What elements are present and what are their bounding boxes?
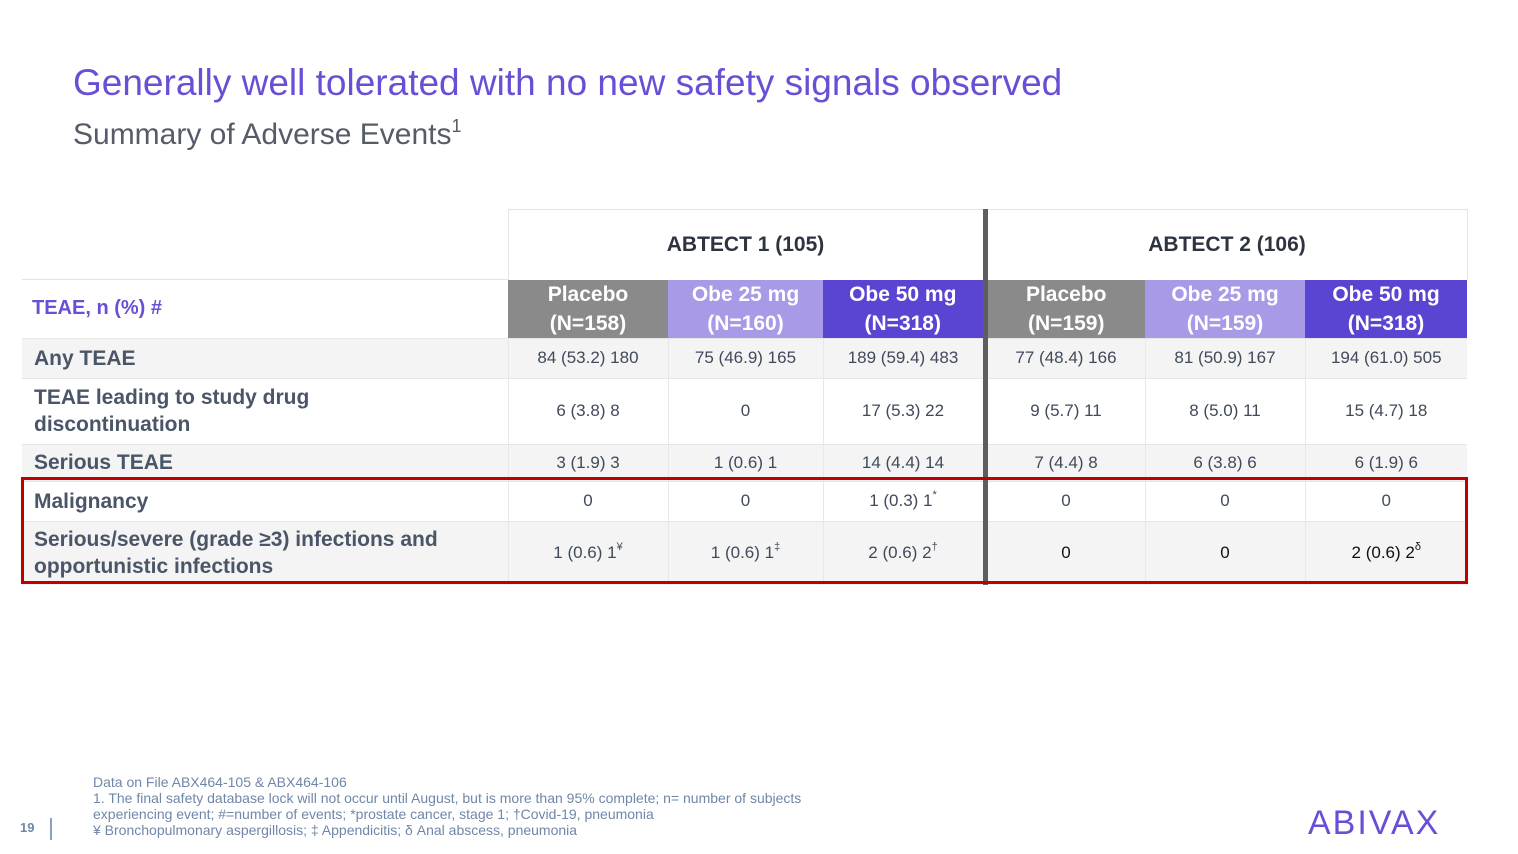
table-cell: 194 (61.0) 505 bbox=[1304, 337, 1467, 378]
row-label: Serious TEAE bbox=[22, 443, 508, 481]
row-label: TEAE leading to study drug discontinuati… bbox=[22, 377, 508, 444]
footnote-line: experiencing event; #=number of events; … bbox=[93, 806, 654, 822]
row-label: Serious/severe (grade ≥3) infections and… bbox=[22, 520, 508, 585]
table-cell: 189 (59.4) 483 bbox=[822, 337, 988, 378]
table-cell: 2 (0.6) 2† bbox=[822, 520, 988, 585]
table-cell: 0 bbox=[1144, 520, 1305, 585]
page-number: 19 bbox=[20, 820, 35, 835]
table-cell: 6 (1.9) 6 bbox=[1304, 443, 1467, 481]
subtitle-footnote-ref: 1 bbox=[451, 116, 462, 136]
abivax-logo: ABIVAX bbox=[1308, 804, 1441, 842]
table-row: Serious/severe (grade ≥3) infections and… bbox=[22, 520, 1467, 585]
table-cell: 15 (4.7) 18 bbox=[1304, 377, 1467, 444]
study-abtect-1: ABTECT 1 (105) bbox=[507, 209, 988, 280]
footnotes: Data on File ABX464-105 & ABX464-106 1. … bbox=[93, 774, 801, 838]
arm-header: Placebo (N=159) bbox=[985, 279, 1145, 338]
study-abtect-2: ABTECT 2 (106) bbox=[985, 209, 1468, 280]
table-cell: 3 (1.9) 3 bbox=[507, 443, 668, 481]
study-header-row: ABTECT 1 (105) ABTECT 2 (106) bbox=[22, 209, 1468, 280]
footnote-line: Data on File ABX464-105 & ABX464-106 bbox=[93, 774, 347, 790]
table-cell: 0 bbox=[667, 480, 823, 521]
table-cell: 2 (0.6) 2δ bbox=[1304, 520, 1467, 585]
row-label: Any TEAE bbox=[22, 337, 508, 378]
table-cell: 0 bbox=[984, 520, 1145, 585]
arm-header: Obe 50 mg (N=318) bbox=[1305, 279, 1467, 338]
table-cell: 1 (0.3) 1* bbox=[822, 480, 988, 521]
arm-header: Obe 50 mg (N=318) bbox=[823, 279, 988, 338]
table-row: Any TEAE 84 (53.2) 180 75 (46.9) 165 189… bbox=[22, 337, 1467, 378]
arm-header: Obe 25 mg (N=160) bbox=[668, 279, 823, 338]
table-cell: 14 (4.4) 14 bbox=[822, 443, 988, 481]
arm-header: Obe 25 mg (N=159) bbox=[1145, 279, 1305, 338]
table-cell: 84 (53.2) 180 bbox=[507, 337, 668, 378]
table-cell: 0 bbox=[1304, 480, 1467, 521]
study-header-blank bbox=[22, 209, 508, 280]
arm-header-row: TEAE, n (%) # Placebo (N=158) Obe 25 mg (N… bbox=[22, 279, 1467, 338]
adverse-events-table: ABTECT 1 (105) ABTECT 2 (106) TEAE, n (%… bbox=[22, 209, 1468, 585]
row-label: Malignancy bbox=[22, 480, 508, 521]
page-subtitle: Summary of Adverse Events1 bbox=[73, 116, 462, 152]
table-cell: 1 (0.6) 1¥ bbox=[507, 520, 668, 585]
table-cell: 7 (4.4) 8 bbox=[984, 443, 1145, 481]
table-cell: 1 (0.6) 1‡ bbox=[667, 520, 823, 585]
page-title: Generally well tolerated with no new saf… bbox=[73, 62, 1063, 103]
page-number-divider bbox=[50, 818, 52, 840]
table-cell: 81 (50.9) 167 bbox=[1144, 337, 1305, 378]
table-cell: 8 (5.0) 11 bbox=[1144, 377, 1305, 444]
table-cell: 0 bbox=[507, 480, 668, 521]
row-header-label: TEAE, n (%) # bbox=[22, 279, 508, 338]
table-cell: 9 (5.7) 11 bbox=[984, 377, 1145, 444]
table-cell: 6 (3.8) 8 bbox=[507, 377, 668, 444]
table-cell: 17 (5.3) 22 bbox=[822, 377, 988, 444]
table-row: TEAE leading to study drug discontinuati… bbox=[22, 377, 1467, 444]
table-row: Malignancy 0 0 1 (0.3) 1* 0 0 0 bbox=[22, 480, 1467, 521]
table-cell: 0 bbox=[1144, 480, 1305, 521]
footnote-line: 1. The final safety database lock will n… bbox=[93, 790, 802, 806]
table-cell: 77 (48.4) 166 bbox=[984, 337, 1145, 378]
table-cell: 0 bbox=[667, 377, 823, 444]
table-cell: 0 bbox=[984, 480, 1145, 521]
subtitle-text: Summary of Adverse Events bbox=[73, 118, 452, 151]
table-cell: 1 (0.6) 1 bbox=[667, 443, 823, 481]
footnote-line: ¥ Bronchopulmonary aspergillosis; ‡ Appe… bbox=[93, 822, 578, 838]
table-row: Serious TEAE 3 (1.9) 3 1 (0.6) 1 14 (4.4… bbox=[22, 443, 1467, 481]
table-cell: 75 (46.9) 165 bbox=[667, 337, 823, 378]
table-cell: 6 (3.8) 6 bbox=[1144, 443, 1305, 481]
arm-header: Placebo (N=158) bbox=[508, 279, 668, 338]
